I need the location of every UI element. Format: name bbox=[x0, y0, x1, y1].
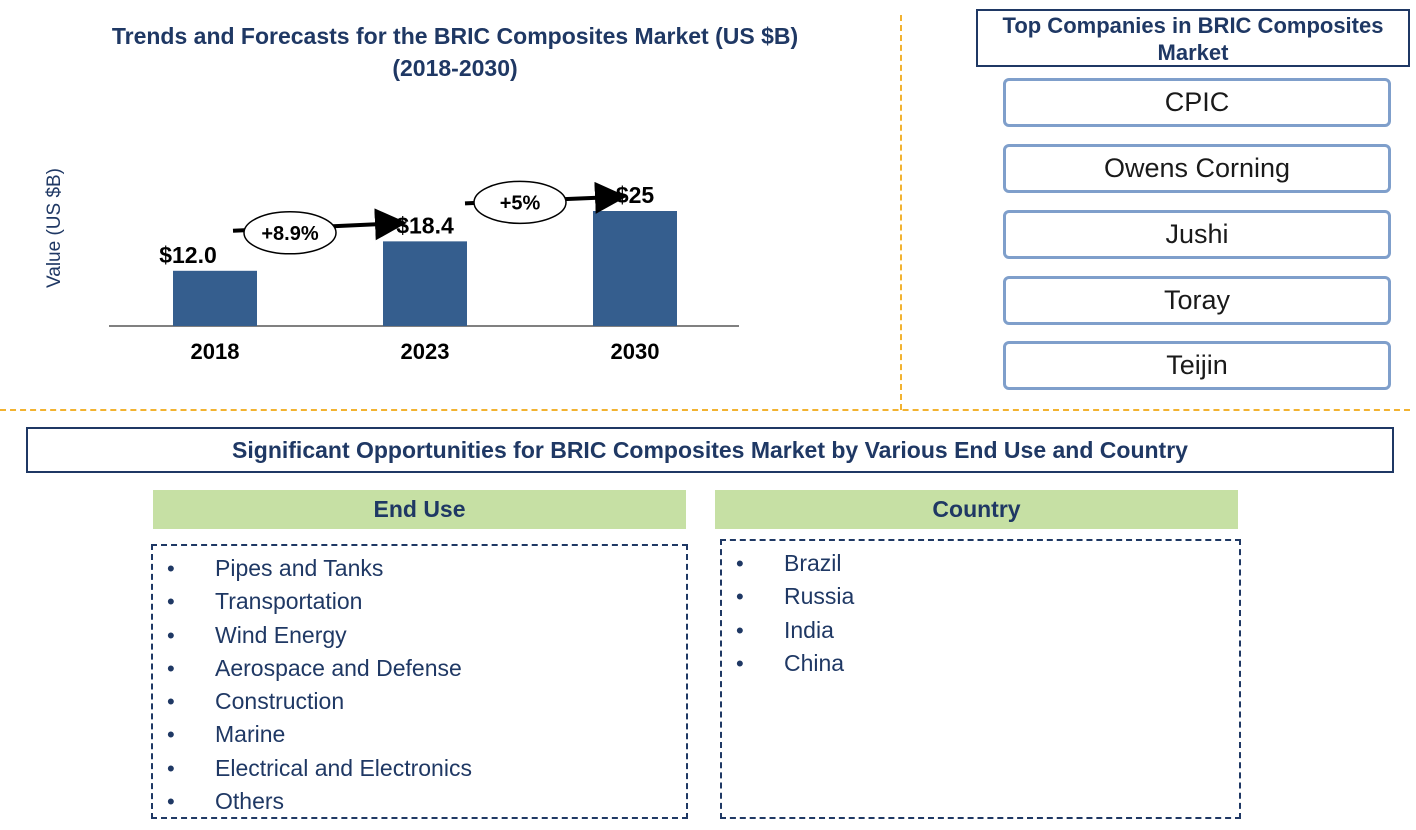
opportunities-title: Significant Opportunities for BRIC Compo… bbox=[26, 427, 1394, 473]
x-tick-label: 2030 bbox=[611, 339, 660, 364]
data-label: $25 bbox=[616, 182, 655, 208]
company-jushi: Jushi bbox=[1003, 210, 1391, 259]
list-item: • Aerospace and Defense bbox=[167, 654, 462, 681]
data-label: $18.4 bbox=[396, 212, 454, 238]
bars-layer bbox=[109, 211, 739, 327]
horizontal-divider bbox=[0, 409, 1410, 411]
list-item: • Marine bbox=[167, 721, 286, 748]
data-label: $12.0 bbox=[159, 242, 217, 268]
end-use-box: • Pipes and Tanks • Transportation • Wind E… bbox=[151, 544, 688, 819]
chart-title-line-1: Trends and Forecasts for the BRIC Compos… bbox=[111, 23, 799, 49]
growth-label: +8.9% bbox=[261, 223, 318, 245]
list-item: • India bbox=[736, 616, 834, 643]
vertical-divider bbox=[900, 15, 902, 410]
list-item: • Pipes and Tanks bbox=[167, 555, 384, 581]
growth-label: +5% bbox=[500, 192, 541, 214]
country-box: • Brazil • Russia • India • China bbox=[720, 539, 1241, 819]
growth-bubble bbox=[243, 211, 337, 255]
list-item: • Wind Energy bbox=[167, 621, 347, 648]
country-header: Country bbox=[715, 490, 1238, 529]
list-item: • Russia bbox=[736, 583, 855, 610]
company-toray: Toray bbox=[1003, 276, 1391, 325]
bar-2018 bbox=[173, 270, 257, 326]
labels-layer: Value (US $B) 2018 2023 2030 $12.0 $18.4 $25 +8… bbox=[44, 168, 659, 364]
list-item: • Construction bbox=[167, 688, 345, 715]
company-owens-corning: Owens Corning bbox=[1003, 144, 1391, 193]
list-item: • Transportation bbox=[167, 588, 363, 615]
growth-bubble bbox=[473, 180, 567, 225]
company-cpic: CPIC bbox=[1003, 78, 1391, 127]
y-axis-label: Value (US $B) bbox=[44, 168, 65, 288]
list-item: • China bbox=[736, 649, 845, 676]
company-teijin: Teijin bbox=[1003, 341, 1391, 390]
end-use-list: • Pipes and Tanks • Transportation • Wind E… bbox=[153, 552, 686, 818]
list-item: • Brazil bbox=[736, 550, 842, 576]
chart-title: Trends and Forecasts for the BRIC Compos… bbox=[20, 20, 890, 84]
bar-2023 bbox=[383, 241, 467, 326]
bar-chart: Value (US $B) 2018 2023 2030 $12.0 $18.4 $25 +8… bbox=[44, 168, 739, 364]
x-tick-label: 2023 bbox=[401, 339, 450, 364]
x-tick-label: 2018 bbox=[191, 339, 240, 364]
list-item: • Electrical and Electronics bbox=[167, 754, 472, 781]
bar-2030 bbox=[593, 211, 677, 326]
list-item: • Others bbox=[167, 788, 285, 815]
end-use-header: End Use bbox=[153, 490, 686, 529]
companies-title: Top Companies in BRIC Composites Market bbox=[976, 9, 1410, 67]
chart-title-line-2: (2018-2030) bbox=[392, 55, 518, 81]
country-list: • Brazil • Russia • India • China bbox=[722, 547, 1239, 680]
